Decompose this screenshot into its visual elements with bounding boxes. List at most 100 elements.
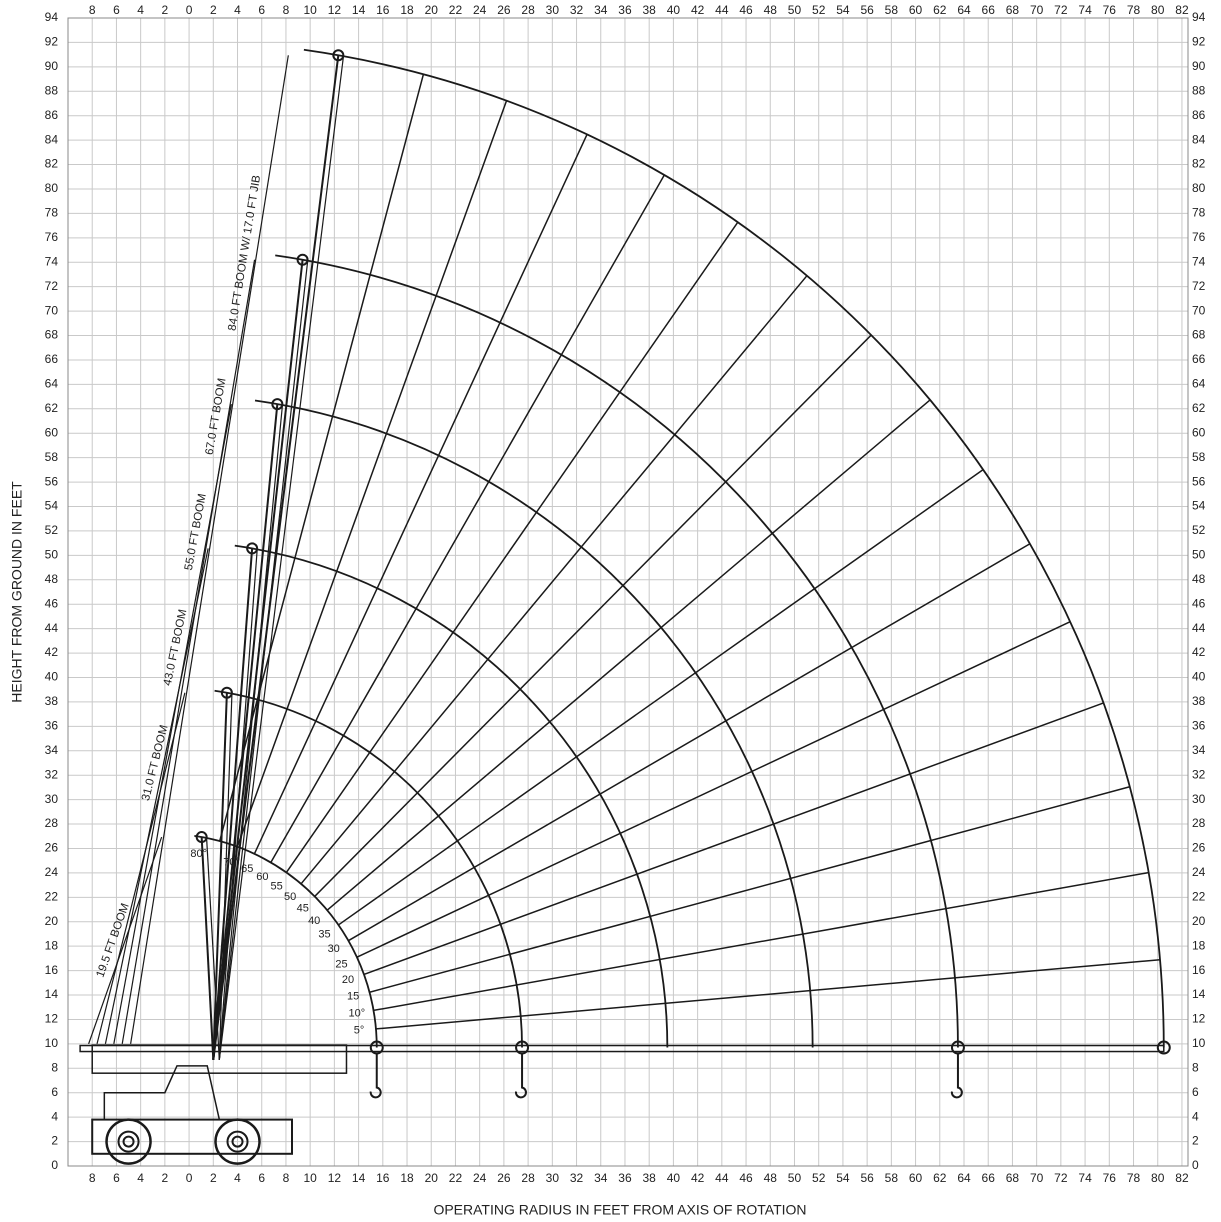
x-tick-label: 46 — [739, 3, 753, 17]
angle-line — [326, 399, 931, 911]
hub — [117, 1130, 140, 1153]
plot-frame — [67, 17, 1189, 1167]
y-tick-label: 14 — [1192, 987, 1206, 1001]
boom — [212, 259, 304, 1060]
x-tick-label: 54 — [836, 3, 850, 17]
x-tick-label: 12 — [328, 3, 342, 17]
y-tick-label: 84 — [45, 132, 59, 146]
y-tick-label: 46 — [1192, 596, 1206, 610]
wheel — [105, 1118, 152, 1165]
y-tick-label: 18 — [45, 938, 59, 952]
x-tick-label: 40 — [667, 3, 681, 17]
y-tick-label: 22 — [1192, 889, 1206, 903]
x-tick-label: 28 — [521, 3, 535, 17]
x-tick-label: 2 — [210, 3, 217, 17]
x-tick-label: 26 — [497, 1171, 511, 1185]
y-tick-label: 10 — [1192, 1036, 1206, 1050]
boom — [218, 57, 344, 1060]
cab — [103, 1065, 221, 1120]
angle-line — [375, 958, 1161, 1030]
y-tick-label: 16 — [1192, 963, 1206, 977]
y-tick-label: 12 — [1192, 1012, 1206, 1026]
y-tick-label: 26 — [1192, 841, 1206, 855]
x-tick-label: 38 — [643, 1171, 657, 1185]
y-tick-label: 20 — [1192, 914, 1206, 928]
y-tick-label: 92 — [1192, 35, 1206, 49]
x-tick-label: 16 — [376, 1171, 390, 1185]
x-tick-label: 58 — [885, 1171, 899, 1185]
y-tick-label: 78 — [1192, 206, 1206, 220]
angle-line — [270, 174, 665, 863]
y-tick-label: 64 — [1192, 377, 1206, 391]
dimension-line — [130, 55, 289, 1044]
y-tick-label: 50 — [45, 548, 59, 562]
y-tick-label: 72 — [1192, 279, 1206, 293]
boom-tip — [220, 686, 233, 699]
x-tick-label: 44 — [715, 1171, 729, 1185]
boom-arc — [254, 399, 814, 1048]
angle-label: 5° — [354, 1024, 365, 1036]
y-tick-label: 0 — [1192, 1158, 1199, 1172]
x-tick-label: 76 — [1103, 1171, 1117, 1185]
x-tick-label: 2 — [162, 1171, 169, 1185]
y-tick-label: 64 — [45, 377, 59, 391]
angle-line — [253, 134, 588, 855]
y-tick-label: 90 — [45, 59, 59, 73]
y-tick-label: 40 — [45, 670, 59, 684]
y-tick-label: 34 — [1192, 743, 1206, 757]
boom — [218, 406, 283, 1060]
x-tick-label: 62 — [933, 1171, 947, 1185]
x-tick-label: 74 — [1078, 3, 1092, 17]
x-tick-label: 70 — [1030, 3, 1044, 17]
x-tick-label: 0 — [186, 1171, 193, 1185]
angle-label: 50 — [284, 891, 296, 903]
y-tick-label: 76 — [45, 230, 59, 244]
y-tick-label: 54 — [1192, 499, 1206, 513]
hook — [369, 1053, 382, 1099]
x-tick-label: 6 — [258, 1171, 265, 1185]
boom-arc — [214, 689, 523, 1048]
x-tick-label: 18 — [400, 1171, 414, 1185]
angle-label: 15 — [347, 991, 359, 1003]
y-tick-label: 2 — [51, 1134, 58, 1148]
angle-label: 30 — [328, 943, 340, 955]
y-tick-label: 62 — [45, 401, 59, 415]
y-tick-label: 92 — [45, 35, 59, 49]
x-tick-label: 78 — [1127, 1171, 1141, 1185]
angle-line — [347, 543, 1031, 942]
x-tick-label: 14 — [352, 3, 366, 17]
y-tick-label: 12 — [45, 1012, 59, 1026]
x-tick-label: 22 — [449, 3, 463, 17]
angle-label: 20 — [342, 974, 354, 986]
x-tick-label: 8 — [283, 1171, 290, 1185]
wheel — [214, 1118, 261, 1165]
y-tick-label: 28 — [45, 816, 59, 830]
boom-label: 55.0 FT BOOM — [183, 493, 209, 572]
x-tick-label: 48 — [764, 3, 778, 17]
x-tick-label: 10 — [303, 3, 317, 17]
boom-tip — [271, 398, 284, 411]
boom — [212, 55, 340, 1060]
y-tick-label: 56 — [1192, 474, 1206, 488]
hook — [950, 1053, 963, 1099]
y-tick-label: 28 — [1192, 816, 1206, 830]
x-tick-label: 40 — [667, 1171, 681, 1185]
x-tick-label: 78 — [1127, 3, 1141, 17]
x-tick-label: 66 — [982, 3, 996, 17]
x-tick-label: 22 — [449, 1171, 463, 1185]
y-tick-label: 52 — [1192, 523, 1206, 537]
x-tick-label: 36 — [618, 1171, 632, 1185]
x-tick-label: 62 — [933, 3, 947, 17]
y-tick-label: 82 — [45, 157, 59, 171]
x-tick-label: 2 — [162, 3, 169, 17]
dimension-line — [104, 548, 209, 1044]
x-tick-label: 14 — [352, 1171, 366, 1185]
angle-line — [285, 221, 739, 873]
x-tick-label: 56 — [860, 1171, 874, 1185]
y-tick-label: 80 — [1192, 181, 1206, 195]
x-tick-label: 58 — [885, 3, 899, 17]
y-tick-label: 68 — [1192, 328, 1206, 342]
x-tick-label: 4 — [137, 3, 144, 17]
angle-line — [314, 334, 872, 897]
hook — [515, 1053, 527, 1099]
